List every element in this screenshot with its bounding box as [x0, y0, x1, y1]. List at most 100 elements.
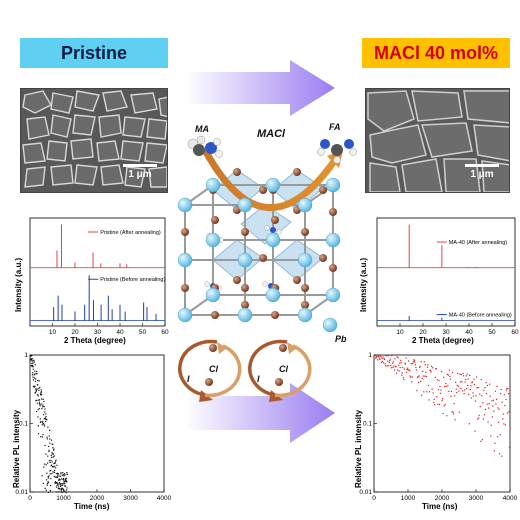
trpl-point — [500, 392, 502, 395]
macl-banner: MACl 40 mol% — [362, 38, 510, 68]
trpl-point — [405, 357, 407, 359]
trpl-point — [56, 476, 58, 479]
trpl-point — [415, 369, 418, 371]
perovskite-lattice — [177, 135, 357, 402]
trpl-point — [443, 405, 445, 407]
trpl-point — [39, 421, 41, 423]
trpl-point — [466, 373, 468, 375]
trpl-point — [49, 490, 52, 492]
trpl-point — [35, 390, 38, 392]
trpl-point — [37, 395, 39, 397]
trpl-xtick-label: 0 — [28, 495, 32, 502]
trpl-point — [52, 449, 55, 451]
trpl-point — [465, 378, 467, 381]
trpl-point — [59, 479, 61, 481]
trpl-point — [34, 373, 36, 375]
trpl-point — [50, 439, 53, 441]
trpl-point — [484, 408, 487, 411]
xrd-tick-label: 10 — [396, 329, 404, 336]
trpl-point — [50, 469, 52, 472]
trpl-point — [494, 390, 497, 392]
trpl-point — [399, 362, 401, 364]
trpl-point — [406, 368, 408, 371]
trpl-point — [58, 478, 60, 480]
trpl-point — [379, 358, 381, 361]
trpl-point — [38, 389, 40, 391]
trpl-point — [477, 418, 479, 420]
trpl-point — [60, 484, 62, 486]
trpl-point — [481, 395, 483, 397]
trpl-point — [33, 361, 35, 363]
trpl-point — [45, 489, 47, 491]
trpl-point — [431, 388, 433, 390]
trpl-point — [61, 487, 63, 489]
trpl-point — [495, 403, 497, 405]
trpl-point — [421, 377, 423, 380]
trpl-point — [30, 359, 32, 361]
trpl-point — [34, 392, 36, 394]
trpl-point — [45, 413, 47, 415]
trpl-point — [45, 453, 47, 455]
trpl-point — [65, 489, 68, 491]
trpl-point — [444, 385, 446, 387]
trpl-point — [35, 372, 37, 375]
trpl-point — [41, 408, 43, 410]
trpl-point — [503, 394, 505, 396]
trpl-point — [487, 421, 489, 423]
trpl-point — [31, 360, 33, 362]
trpl-point — [61, 483, 63, 485]
xrd-macl-xlabel: 2 Theta (degree) — [412, 336, 474, 345]
trpl-point — [468, 423, 470, 425]
trpl-point — [401, 374, 403, 376]
sem-grains-macl — [366, 89, 509, 192]
trpl-point — [377, 359, 379, 361]
trpl-point — [62, 479, 65, 481]
trpl-point — [479, 393, 481, 395]
trpl-point — [61, 491, 63, 494]
trpl-point — [43, 466, 45, 468]
trpl-point — [463, 393, 465, 395]
trpl-point — [490, 435, 492, 437]
trpl-point — [50, 459, 52, 461]
trpl-point — [43, 425, 46, 427]
trpl-point — [388, 365, 390, 367]
trpl-point — [53, 462, 55, 465]
trpl-point — [422, 370, 424, 372]
trpl-point — [45, 464, 47, 466]
trpl-point — [37, 384, 39, 386]
trpl-point — [41, 436, 44, 438]
trpl-point — [402, 377, 404, 379]
trpl-point — [424, 364, 426, 366]
trpl-point — [48, 450, 50, 453]
trpl-point — [476, 376, 478, 378]
xrd-legend-label: Pristine (After annealing) — [100, 230, 161, 236]
trpl-point — [48, 449, 50, 451]
xrd-legend-label: Pristine (Before annealing) — [100, 277, 165, 283]
trpl-point — [429, 370, 432, 372]
trpl-ytick-label: 0.01 — [15, 489, 28, 496]
trpl-point — [404, 363, 407, 365]
trpl-point — [35, 378, 37, 380]
perovskite-structure-diagram: MACl MA FA Pb Cl I Cl I — [165, 110, 365, 430]
trpl-point — [46, 436, 48, 438]
trpl-point — [392, 361, 395, 363]
trpl-point — [425, 371, 427, 373]
trpl-point — [44, 463, 46, 465]
trpl-point — [505, 398, 507, 401]
trpl-point — [40, 391, 42, 394]
trpl-point — [65, 477, 68, 479]
trpl-point — [43, 424, 45, 426]
trpl-point — [439, 392, 442, 394]
trpl-point — [60, 489, 62, 491]
xrd-tick-label: 10 — [49, 329, 57, 336]
trpl-point — [39, 418, 41, 420]
trpl-point — [64, 474, 66, 476]
trpl-point — [31, 358, 33, 360]
trpl-point — [41, 422, 43, 424]
trpl-point — [41, 398, 43, 400]
xrd-macl-plot: 10 20 30 40 50 60 MA-40 (After annealing) MA-40… — [376, 217, 519, 336]
trpl-point — [37, 433, 40, 435]
trpl-point — [58, 485, 60, 487]
trpl-point — [471, 381, 474, 383]
xrd-legend-label: MA-40 (Before annealing) — [449, 313, 512, 319]
